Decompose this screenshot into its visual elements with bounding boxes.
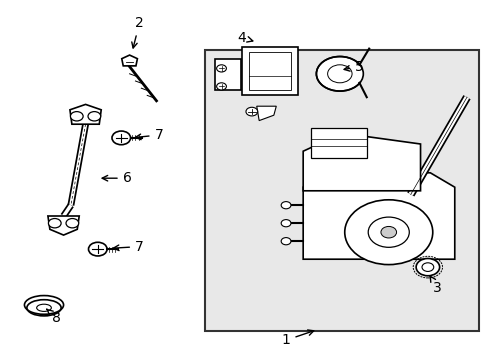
Text: 7: 7: [113, 240, 143, 253]
Text: 1: 1: [281, 330, 313, 347]
Circle shape: [66, 219, 79, 228]
Circle shape: [48, 219, 61, 228]
Circle shape: [281, 238, 290, 245]
Circle shape: [421, 263, 433, 271]
Text: 5: 5: [344, 60, 363, 73]
Circle shape: [344, 200, 432, 265]
Circle shape: [216, 83, 226, 90]
Circle shape: [281, 202, 290, 209]
Circle shape: [245, 107, 257, 116]
Polygon shape: [310, 128, 366, 158]
Circle shape: [415, 258, 439, 276]
Polygon shape: [122, 55, 137, 66]
Polygon shape: [303, 133, 420, 191]
Text: 8: 8: [47, 309, 61, 324]
Text: 7: 7: [135, 128, 163, 142]
Circle shape: [281, 220, 290, 227]
Text: 2: 2: [131, 17, 143, 48]
Circle shape: [88, 112, 101, 121]
Bar: [249, 52, 290, 90]
Circle shape: [380, 226, 396, 238]
Circle shape: [112, 131, 130, 145]
Bar: [205, 50, 478, 331]
Circle shape: [316, 57, 363, 91]
Ellipse shape: [27, 300, 61, 316]
Polygon shape: [303, 173, 454, 259]
Polygon shape: [48, 216, 79, 235]
Polygon shape: [70, 104, 101, 124]
Circle shape: [88, 242, 107, 256]
Circle shape: [367, 217, 408, 247]
Text: 6: 6: [102, 171, 131, 185]
Circle shape: [70, 112, 83, 121]
Bar: [215, 59, 240, 90]
Bar: [242, 47, 298, 95]
Text: 4: 4: [237, 31, 252, 45]
Circle shape: [216, 65, 226, 72]
Text: 3: 3: [429, 276, 441, 295]
Polygon shape: [256, 106, 276, 121]
